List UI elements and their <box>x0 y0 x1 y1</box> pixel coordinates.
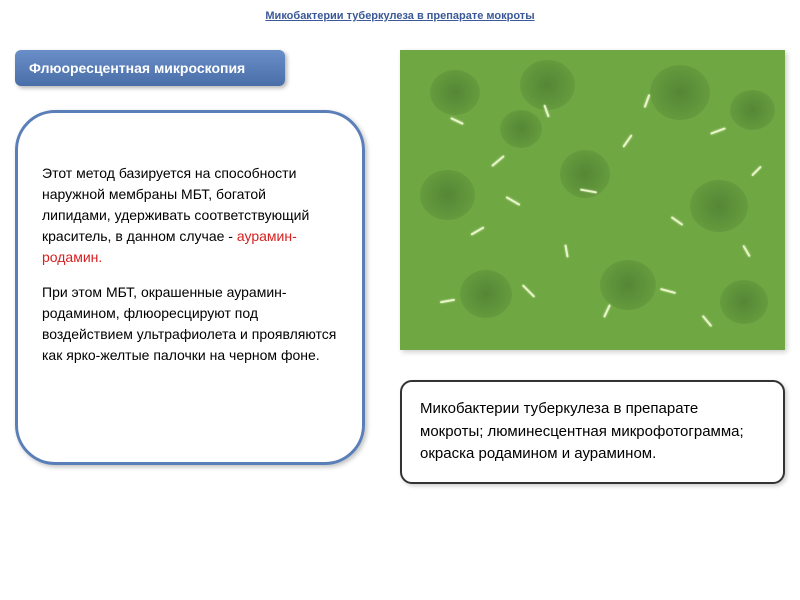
image-bacillus <box>506 196 521 206</box>
image-bacillus <box>622 134 632 147</box>
image-bacillus <box>491 155 505 167</box>
caption-box: Микобактерии туберкулеза в препарате мок… <box>400 380 785 484</box>
image-blob <box>520 60 575 110</box>
image-bacillus <box>440 299 455 304</box>
image-blob <box>690 180 748 232</box>
image-bacillus <box>660 288 676 294</box>
image-blob <box>720 280 768 324</box>
image-bacillus <box>644 94 651 108</box>
main-text-box: Этот метод базируется на способности нар… <box>15 110 365 465</box>
image-bacillus <box>751 166 762 177</box>
image-blob <box>650 65 710 120</box>
image-bacillus <box>450 117 464 125</box>
image-blob <box>430 70 480 115</box>
image-blob <box>730 90 775 130</box>
image-blob <box>600 260 656 310</box>
image-blob <box>500 110 542 148</box>
image-blob <box>460 270 512 318</box>
image-bacillus <box>671 216 684 226</box>
main-paragraph-1: Этот метод базируется на способности нар… <box>42 163 338 268</box>
image-blob <box>420 170 475 220</box>
main-paragraph-2: При этом МБТ, окрашенные аурамин-родамин… <box>42 282 338 366</box>
section-header: Флюоресцентная микроскопия <box>15 50 285 86</box>
microscopy-image <box>400 50 785 350</box>
image-bacillus <box>564 244 568 257</box>
image-bacillus <box>742 245 750 257</box>
image-bacillus <box>522 284 535 297</box>
image-bacillus <box>603 304 611 318</box>
image-bacillus <box>471 226 485 235</box>
image-bacillus <box>710 127 726 134</box>
image-bacillus <box>702 315 713 327</box>
page-title: Микобактерии туберкулеза в препарате мок… <box>0 0 800 22</box>
